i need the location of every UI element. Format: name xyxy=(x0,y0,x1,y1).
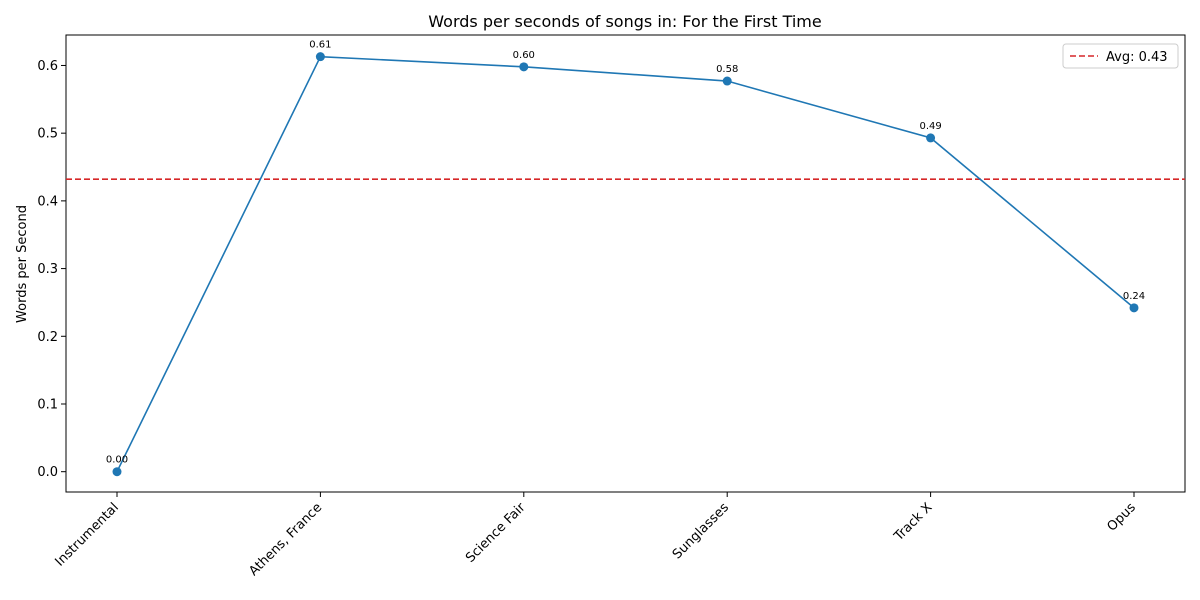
data-label: 0.60 xyxy=(513,50,535,61)
series-markers xyxy=(112,52,1139,477)
data-label: 0.58 xyxy=(716,64,738,75)
plot-area xyxy=(65,34,1186,493)
y-tick-label: 0.3 xyxy=(37,262,58,277)
y-tick-label: 0.4 xyxy=(37,194,58,209)
x-tick-label: Sunglasses xyxy=(670,500,732,562)
data-point xyxy=(722,76,732,86)
y-tick-label: 0.1 xyxy=(37,397,58,412)
x-tick-label: Science Fair xyxy=(463,500,529,566)
y-tick-label: 0.6 xyxy=(37,59,58,74)
y-tick-label: 0.2 xyxy=(37,330,58,345)
chart-title: Words per seconds of songs in: For the F… xyxy=(428,12,821,31)
data-point xyxy=(315,52,325,62)
data-label: 0.49 xyxy=(919,121,941,132)
data-label: 0.00 xyxy=(106,455,128,466)
x-tick-label: Athens, France xyxy=(246,500,325,579)
data-point xyxy=(926,133,936,143)
y-tick-label: 0.0 xyxy=(37,465,58,480)
legend-label: Avg: 0.43 xyxy=(1106,50,1168,65)
data-labels: 0.00 0.61 0.60 0.58 0.49 0.24 xyxy=(106,40,1145,466)
x-tick-label: Opus xyxy=(1105,500,1139,534)
x-axis: Instrumental Athens, France Science Fair Su… xyxy=(52,492,1139,579)
series-line xyxy=(116,55,1135,473)
legend-box xyxy=(1062,43,1179,69)
x-tick-label: Instrumental xyxy=(52,500,121,569)
data-point xyxy=(519,62,529,72)
data-point xyxy=(1129,303,1139,313)
y-axis: 0.0 0.1 0.2 0.3 0.4 0.5 0.6 xyxy=(37,59,66,480)
data-point xyxy=(112,467,122,477)
y-tick-label: 0.5 xyxy=(37,127,58,142)
y-axis-label: Words per Second xyxy=(15,205,30,323)
legend: Avg: 0.43 xyxy=(1062,43,1179,69)
x-tick-label: Track X xyxy=(891,500,936,545)
data-label: 0.61 xyxy=(309,40,331,51)
data-label: 0.24 xyxy=(1123,291,1145,302)
